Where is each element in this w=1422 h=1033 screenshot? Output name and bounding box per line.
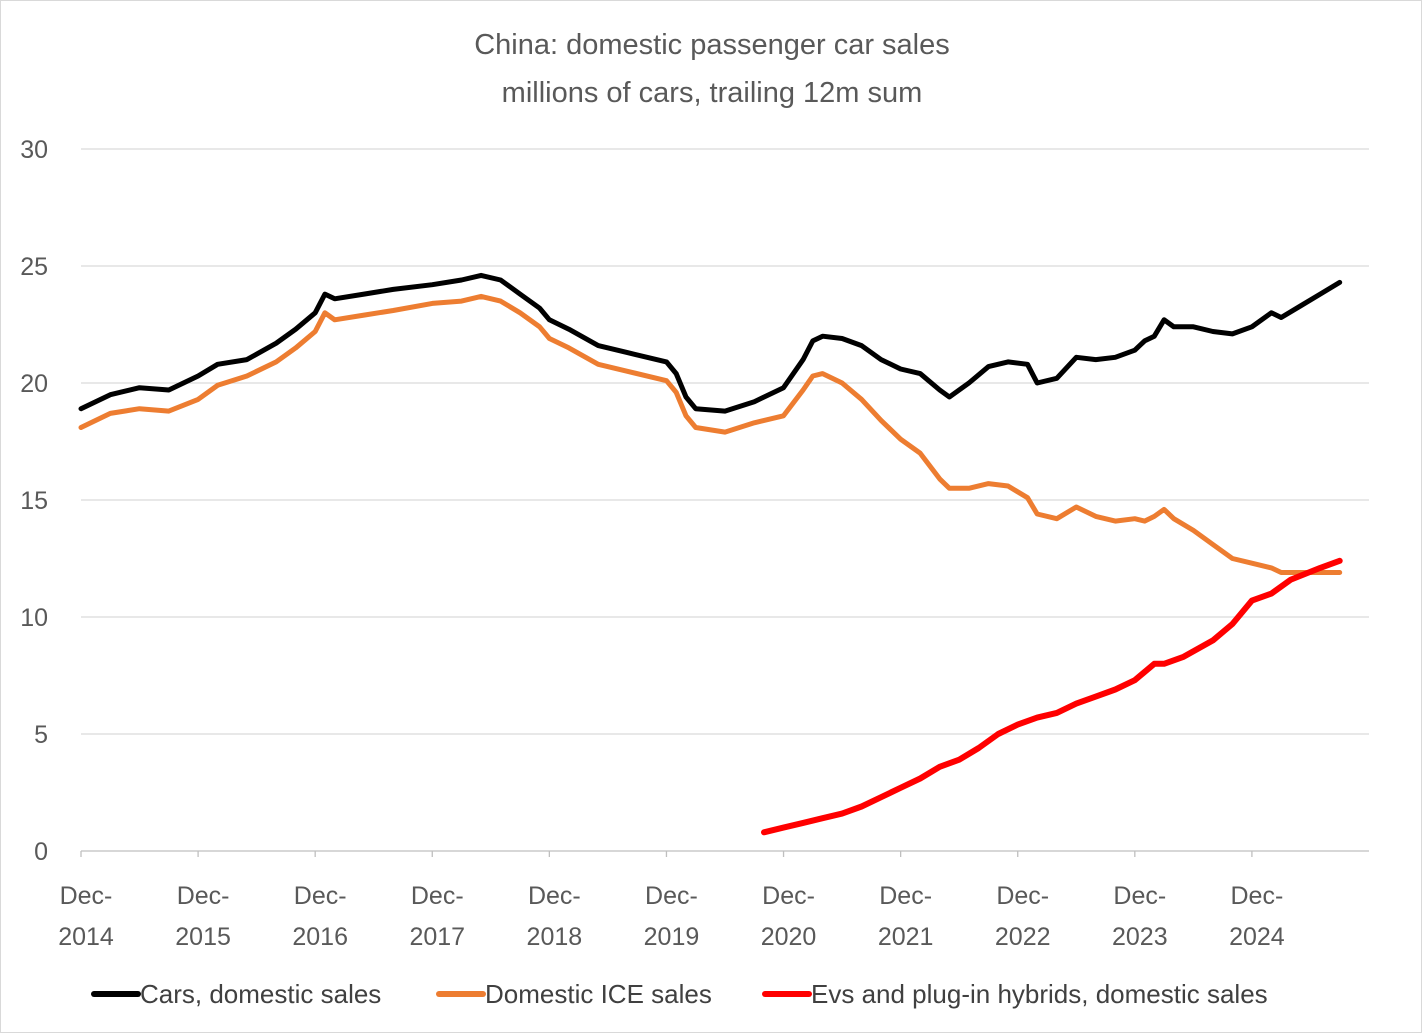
y-tick-label: 5 <box>34 721 48 749</box>
y-tick-label: 30 <box>20 136 48 164</box>
x-tick-label: 2015 <box>175 923 231 951</box>
x-tick-label: Dec- <box>411 882 464 910</box>
x-tick-label: Dec- <box>762 882 815 910</box>
chart-subtitle: millions of cars, trailing 12m sum <box>502 77 923 109</box>
x-tick-label: 2016 <box>292 923 348 951</box>
x-tick-label: Dec- <box>60 882 113 910</box>
legend-label: Domestic ICE sales <box>485 979 712 1009</box>
x-tick-label: 2021 <box>878 923 934 951</box>
x-tick-label: 2017 <box>409 923 465 951</box>
legend-label: Cars, domestic sales <box>140 979 381 1009</box>
y-axis: 0 5 10 15 20 25 30 <box>20 136 48 866</box>
legend: Cars, domestic sales Domestic ICE sales Ev… <box>91 979 1268 1009</box>
series-line-2 <box>78 293 1343 575</box>
x-axis: Dec- 2014 Dec- 2015 Dec- 2016 Dec- 2017 Dec- 2018… <box>58 850 1369 951</box>
y-tick-label: 20 <box>20 370 48 398</box>
x-tick-label: 2020 <box>761 923 817 951</box>
x-tick-label: 2024 <box>1229 923 1285 951</box>
series-line-3 <box>761 557 1343 836</box>
x-tick-label: Dec- <box>528 882 581 910</box>
series-line-1 <box>78 272 1343 414</box>
y-tick-label: 0 <box>34 838 48 866</box>
x-tick-label: Dec- <box>645 882 698 910</box>
gridlines <box>81 148 1369 735</box>
x-tick-label: Dec- <box>1231 882 1284 910</box>
x-tick-label: Dec- <box>1113 882 1166 910</box>
y-tick-label: 25 <box>20 253 48 281</box>
y-tick-label: 15 <box>20 487 48 515</box>
x-tick-label: 2022 <box>995 923 1051 951</box>
legend-label: Evs and plug-in hybrids, domestic sales <box>811 979 1268 1009</box>
x-tick-label: 2014 <box>58 923 114 951</box>
x-tick-label: Dec- <box>996 882 1049 910</box>
y-tick-label: 10 <box>20 604 48 632</box>
chart-title: China: domestic passenger car sales <box>474 29 950 61</box>
x-tick-label: Dec- <box>294 882 347 910</box>
x-tick-label: Dec- <box>177 882 230 910</box>
series-lines <box>78 272 1343 836</box>
x-tick-label: Dec- <box>879 882 932 910</box>
x-tick-label: 2023 <box>1112 923 1168 951</box>
x-tick-label: 2018 <box>527 923 583 951</box>
x-tick-label: 2019 <box>644 923 700 951</box>
